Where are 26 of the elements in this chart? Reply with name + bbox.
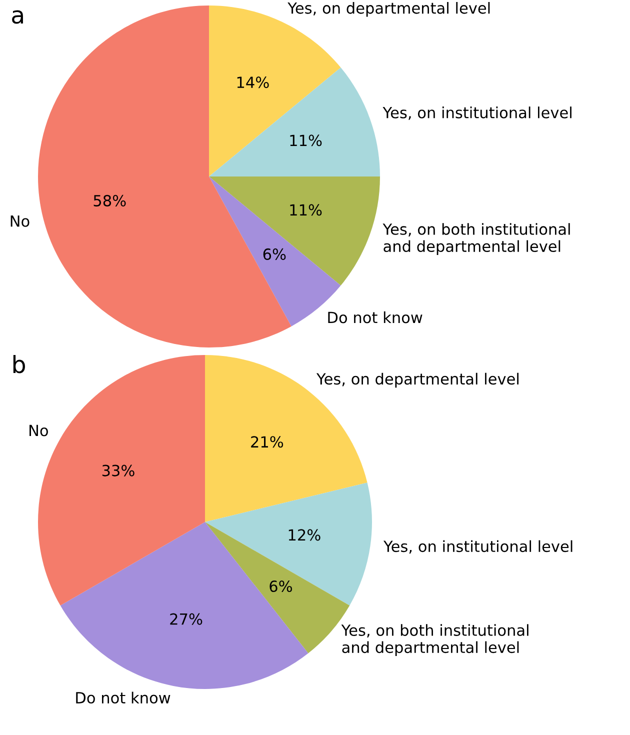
pie-slice [205, 355, 368, 522]
data-label: 6% [270, 580, 292, 592]
slice-label: Yes, on both institutional and departmental level [382, 223, 570, 256]
data-label: 27% [170, 613, 202, 625]
pie-slice [209, 176, 380, 286]
slice-label: Yes, on institutional level [383, 540, 572, 554]
data-label: 11% [290, 204, 322, 216]
data-label: 11% [290, 134, 322, 146]
slice-label: Yes, on institutional level [382, 106, 572, 120]
chart-title: b [13, 355, 25, 374]
chart-title: a [12, 10, 23, 24]
data-label: 33% [102, 464, 134, 476]
pie-slice [209, 68, 380, 176]
data-label: 12% [288, 529, 320, 541]
data-label: 21% [251, 436, 284, 448]
data-label: 14% [237, 76, 269, 88]
slice-label: No [30, 424, 48, 436]
data-label: 6% [263, 248, 286, 260]
slice-label: Yes, on both institutional and departmental level [341, 624, 528, 656]
slice-label: No [10, 216, 30, 227]
pie-slice [205, 482, 372, 606]
slice-label: Yes, on departmental level [288, 2, 490, 17]
data-label: 58% [94, 194, 126, 206]
slice-label: Do not know [76, 692, 170, 704]
slice-label: Do not know [328, 311, 422, 324]
slice-label: Yes, on departmental level [316, 372, 518, 388]
